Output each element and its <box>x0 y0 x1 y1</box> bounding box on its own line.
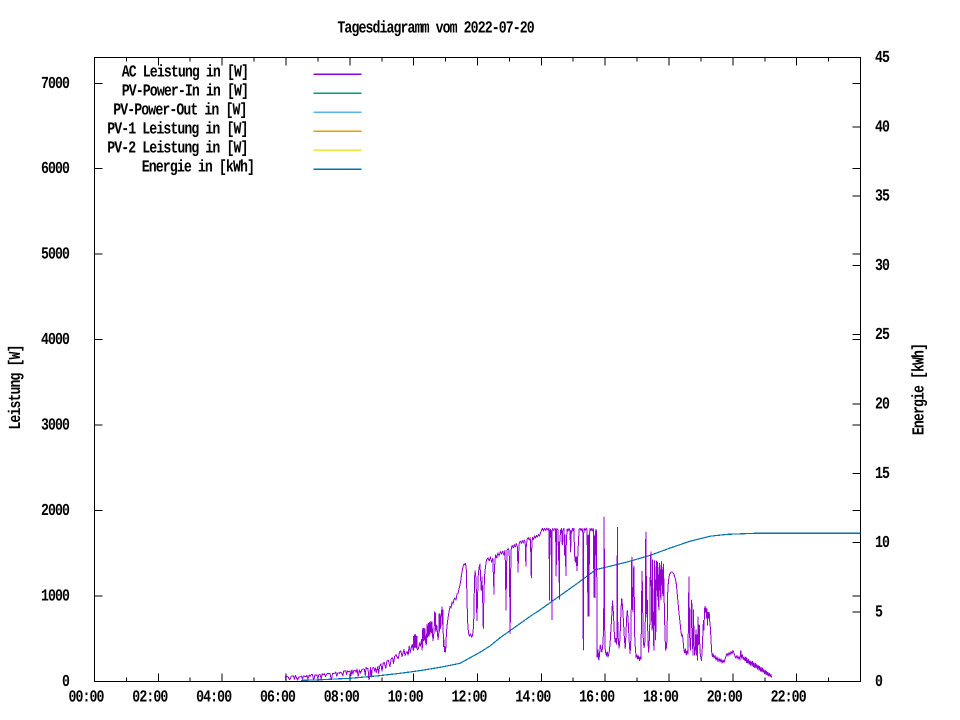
svg-text:30: 30 <box>875 256 890 275</box>
svg-text:Energie [kWh]: Energie [kWh] <box>909 344 928 435</box>
svg-text:PV-2 Leistung in [W]: PV-2 Leistung in [W] <box>107 139 247 158</box>
svg-text:PV-Power-In in [W]: PV-Power-In in [W] <box>122 82 248 101</box>
svg-text:35: 35 <box>875 187 890 206</box>
svg-text:6000: 6000 <box>41 159 70 178</box>
svg-text:1000: 1000 <box>41 586 70 605</box>
svg-text:04:00: 04:00 <box>196 687 232 706</box>
svg-text:08:00: 08:00 <box>324 687 360 706</box>
svg-text:0: 0 <box>875 672 883 691</box>
svg-text:40: 40 <box>875 117 890 136</box>
svg-text:22:00: 22:00 <box>771 687 807 706</box>
svg-text:3000: 3000 <box>41 415 70 434</box>
svg-text:20:00: 20:00 <box>707 687 743 706</box>
svg-text:02:00: 02:00 <box>132 687 168 706</box>
svg-text:10:00: 10:00 <box>388 687 424 706</box>
svg-text:0: 0 <box>62 672 70 691</box>
svg-text:25: 25 <box>875 325 890 344</box>
svg-text:Leistung [W]: Leistung [W] <box>6 345 25 429</box>
svg-text:45: 45 <box>875 48 890 67</box>
svg-text:10: 10 <box>875 533 890 552</box>
svg-text:00:00: 00:00 <box>68 687 104 706</box>
svg-text:7000: 7000 <box>41 74 70 93</box>
svg-text:4000: 4000 <box>41 330 70 349</box>
svg-text:5: 5 <box>875 602 883 621</box>
svg-text:16:00: 16:00 <box>579 687 615 706</box>
svg-text:2000: 2000 <box>41 501 70 520</box>
svg-text:06:00: 06:00 <box>260 687 296 706</box>
svg-text:20: 20 <box>875 394 890 413</box>
svg-text:5000: 5000 <box>41 245 70 264</box>
svg-text:Energie in [kWh]: Energie in [kWh] <box>142 157 254 176</box>
svg-text:PV-1 Leistung in [W]: PV-1 Leistung in [W] <box>107 120 247 139</box>
svg-text:18:00: 18:00 <box>643 687 679 706</box>
svg-text:PV-Power-Out in [W]: PV-Power-Out in [W] <box>113 101 246 120</box>
svg-text:Tagesdiagramm vom 2022-07-20: Tagesdiagramm vom 2022-07-20 <box>337 18 534 37</box>
svg-text:12:00: 12:00 <box>451 687 487 706</box>
svg-text:14:00: 14:00 <box>515 687 551 706</box>
svg-text:AC Leistung in [W]: AC Leistung in [W] <box>122 63 248 82</box>
svg-text:15: 15 <box>875 464 890 483</box>
